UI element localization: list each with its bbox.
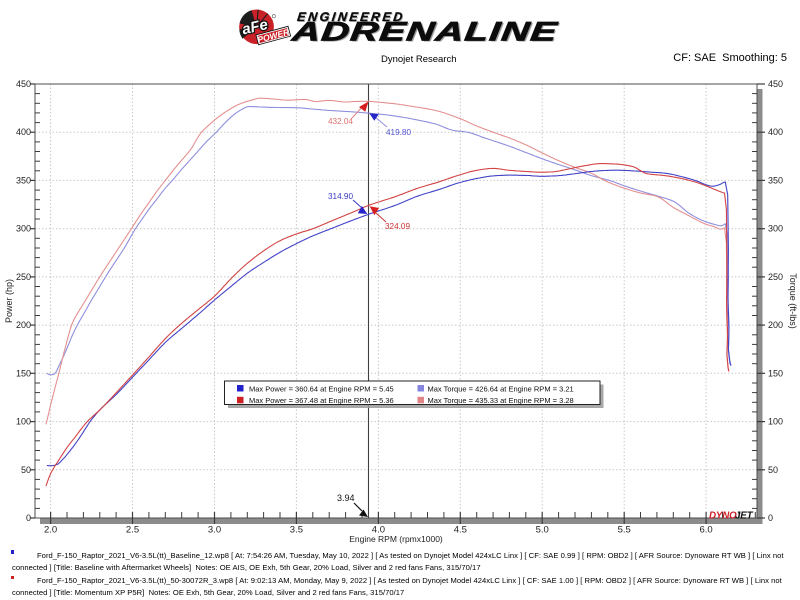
svg-text:0: 0: [26, 513, 31, 523]
svg-text:6.0: 6.0: [699, 525, 712, 536]
svg-text:50: 50: [768, 465, 778, 475]
svg-text:4.5: 4.5: [454, 525, 467, 536]
svg-text:200: 200: [16, 320, 31, 330]
svg-text:300: 300: [16, 224, 31, 234]
svg-text:150: 150: [16, 368, 31, 378]
svg-text:4.0: 4.0: [372, 525, 385, 536]
svg-text:3.5: 3.5: [290, 525, 303, 536]
svg-text:324.09: 324.09: [385, 222, 410, 231]
svg-text:400: 400: [768, 127, 783, 137]
svg-text:314.90: 314.90: [328, 192, 353, 201]
svg-text:0: 0: [768, 513, 773, 523]
svg-text:250: 250: [768, 272, 783, 282]
svg-text:JET: JET: [735, 511, 754, 522]
svg-text:300: 300: [768, 224, 783, 234]
svg-text:250: 250: [16, 272, 31, 282]
svg-text:2.5: 2.5: [126, 525, 139, 536]
svg-text:2.0: 2.0: [44, 525, 57, 536]
svg-text:450: 450: [768, 79, 783, 89]
svg-text:Max Power = 367.48 at Engine R: Max Power = 367.48 at Engine RPM = 5.36: [249, 396, 394, 405]
svg-text:100: 100: [768, 417, 783, 427]
svg-text:Engine RPM (rpmx1000): Engine RPM (rpmx1000): [349, 534, 443, 544]
svg-text:350: 350: [16, 175, 31, 185]
svg-text:Power (hp): Power (hp): [4, 279, 14, 323]
svg-text:5.0: 5.0: [536, 525, 549, 536]
svg-text:200: 200: [768, 320, 783, 330]
svg-text:3.94: 3.94: [337, 493, 355, 503]
svg-text:419.80: 419.80: [386, 128, 411, 137]
svg-text:432.04: 432.04: [328, 117, 353, 126]
svg-text:5.5: 5.5: [618, 525, 631, 536]
svg-text:450: 450: [16, 79, 31, 89]
svg-text:50: 50: [21, 465, 31, 475]
svg-text:100: 100: [16, 417, 31, 427]
svg-text:Max Power = 360.64 at Engine R: Max Power = 360.64 at Engine RPM = 5.45: [249, 384, 394, 393]
svg-text:DYNO: DYNO: [709, 511, 737, 522]
svg-text:Max Torque = 435.33 at Engine: Max Torque = 435.33 at Engine RPM = 3.28: [428, 396, 574, 405]
svg-text:Max Torque = 426.64 at Engine: Max Torque = 426.64 at Engine RPM = 3.21: [428, 384, 574, 393]
svg-text:400: 400: [16, 127, 31, 137]
svg-text:3.0: 3.0: [208, 525, 221, 536]
svg-text:350: 350: [768, 175, 783, 185]
svg-text:150: 150: [768, 368, 783, 378]
svg-text:Torque (ft-lbs): Torque (ft-lbs): [788, 273, 798, 329]
